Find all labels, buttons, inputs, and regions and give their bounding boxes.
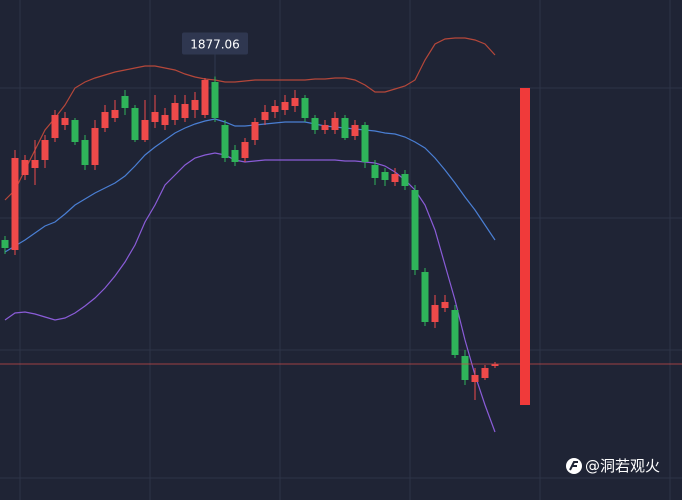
candle-body bbox=[191, 100, 199, 110]
candle-body bbox=[221, 125, 229, 158]
candle-body bbox=[1, 240, 9, 248]
candle-body bbox=[211, 82, 219, 118]
candle-body bbox=[271, 106, 279, 112]
range-bar bbox=[520, 88, 530, 405]
candle-body bbox=[441, 302, 449, 308]
candle-body bbox=[381, 172, 389, 180]
candle-body bbox=[321, 125, 329, 130]
candle-body bbox=[171, 103, 179, 120]
candle-body bbox=[291, 98, 299, 106]
candle-body bbox=[471, 375, 479, 382]
candle-body bbox=[421, 272, 429, 322]
watermark: @洞若观火 bbox=[566, 457, 660, 475]
candle-body bbox=[31, 160, 39, 168]
candle-body bbox=[461, 356, 469, 380]
candle-body bbox=[401, 174, 409, 186]
band-line bbox=[4, 118, 496, 253]
candle-body bbox=[261, 112, 269, 120]
candle-body bbox=[371, 165, 379, 178]
candle-body bbox=[21, 160, 29, 175]
candle-body bbox=[431, 305, 439, 322]
candle-body bbox=[11, 158, 19, 250]
candle-body bbox=[101, 112, 109, 128]
candle-body bbox=[61, 118, 69, 125]
candle-body bbox=[51, 115, 59, 138]
candle-body bbox=[491, 364, 499, 366]
candle-body bbox=[41, 140, 49, 160]
candle-body bbox=[151, 112, 159, 122]
logo-mark bbox=[569, 461, 578, 471]
candle-body bbox=[121, 96, 129, 108]
candle-body bbox=[301, 98, 309, 118]
candle-body bbox=[231, 150, 239, 162]
band-line bbox=[4, 152, 496, 433]
candle-body bbox=[241, 142, 249, 158]
candle-body bbox=[411, 190, 419, 270]
candle-body bbox=[361, 125, 369, 162]
candle-body bbox=[141, 120, 149, 140]
candle-body bbox=[281, 102, 289, 110]
candle-body bbox=[91, 128, 99, 165]
candle-body bbox=[111, 110, 119, 118]
candle-body bbox=[481, 368, 489, 378]
candle-body bbox=[451, 310, 459, 355]
band-line bbox=[4, 37, 496, 201]
candle-body bbox=[311, 118, 319, 130]
plot: 1877.06 bbox=[0, 32, 682, 433]
watermark-text: @洞若观火 bbox=[585, 457, 660, 475]
candle-body bbox=[131, 108, 139, 140]
candle-body bbox=[331, 118, 339, 130]
candle-body bbox=[351, 125, 359, 136]
tooltip-box bbox=[182, 32, 248, 55]
candle-body bbox=[81, 140, 89, 165]
candle-body bbox=[251, 122, 259, 140]
candle-body bbox=[201, 80, 209, 115]
candle-body bbox=[391, 174, 399, 182]
candle-body bbox=[341, 118, 349, 138]
candle-body bbox=[71, 120, 79, 142]
tooltip-label: 1877.06 bbox=[190, 37, 240, 51]
candle-body bbox=[181, 104, 189, 118]
candle-body bbox=[161, 115, 169, 125]
